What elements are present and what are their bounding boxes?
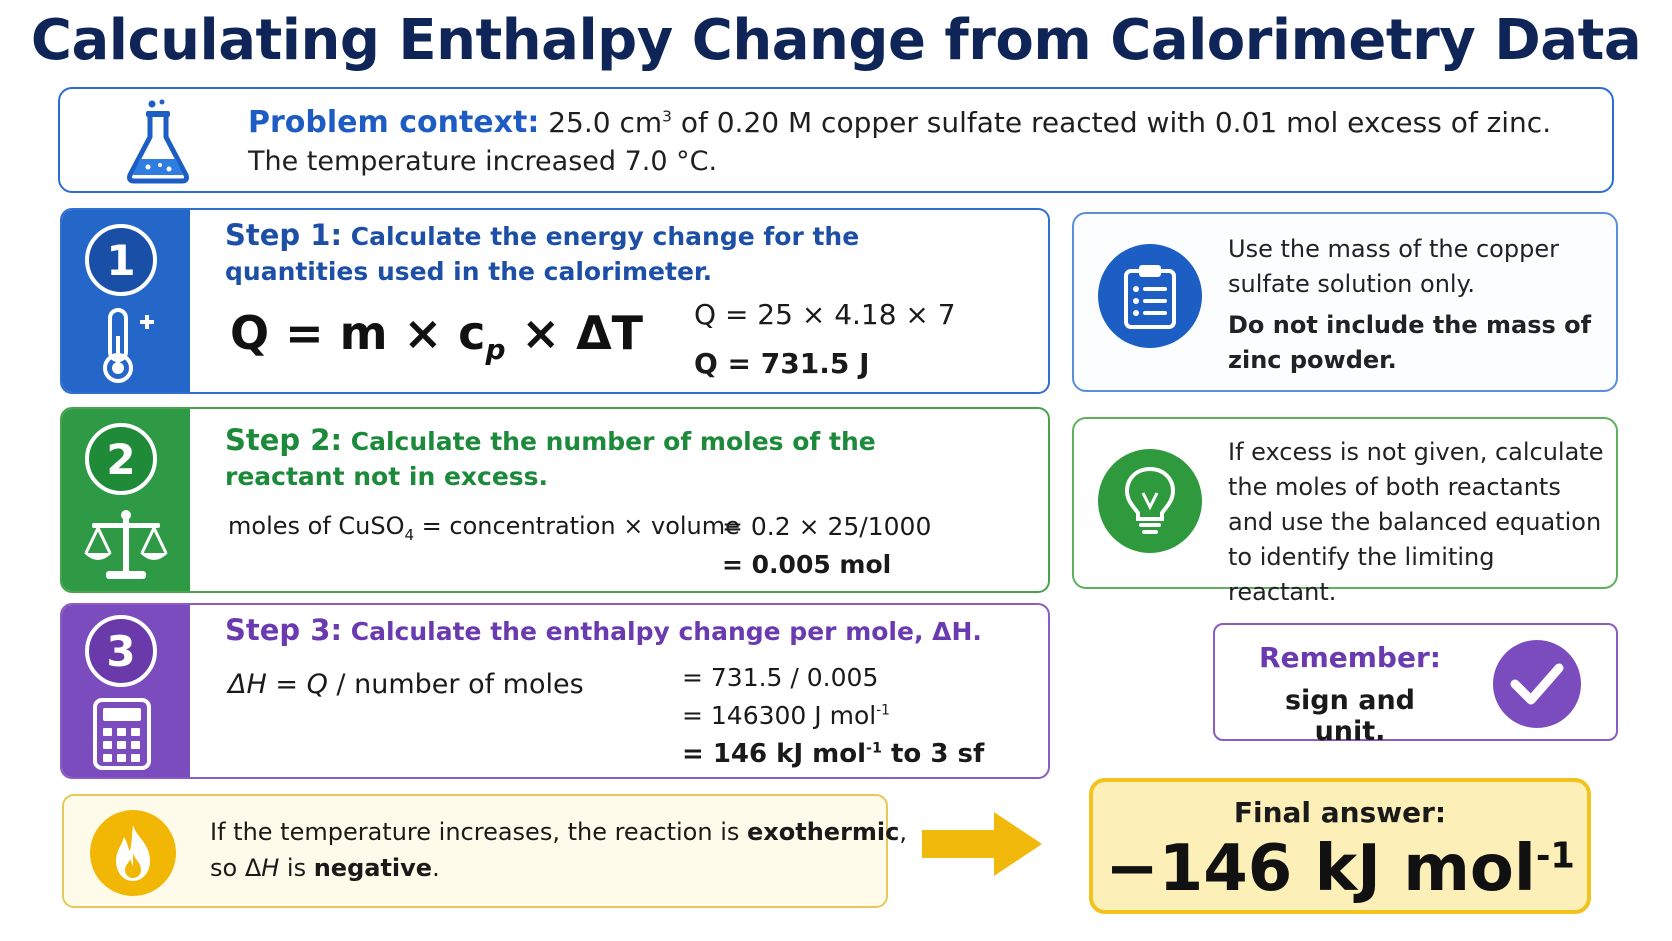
final-value-sup: -1	[1535, 835, 1575, 877]
formula-equals: =	[266, 669, 307, 700]
step-3-text: Calculate the enthalpy change per mole, …	[342, 617, 982, 646]
mass-note-text: Use the mass of the copper sulfate solut…	[1228, 232, 1608, 378]
step-2-number: 2	[85, 423, 157, 495]
step-2-text: Calculate the number of moles of the rea…	[225, 427, 876, 491]
step-1-calc-2: Q = 731.5 J	[694, 347, 870, 380]
step-2-calc-1: = 0.2 × 25/1000	[722, 512, 932, 541]
arrow-right-icon	[922, 812, 1042, 876]
remember-label: Remember:	[1259, 641, 1441, 674]
exo-period: .	[432, 854, 440, 882]
step-2-sidebar: 2	[62, 409, 190, 591]
exothermic-note: If the temperature increases, the reacti…	[62, 794, 907, 908]
problem-context-panel: Problem context: 25.0 cm3 of 0.20 M copp…	[58, 87, 1614, 193]
formula-subscript: p	[485, 333, 506, 367]
calc-2-sup: -1	[876, 702, 890, 719]
remember-text: sign and unit.	[1284, 685, 1416, 747]
step-1-text: Calculate the energy change for the quan…	[225, 222, 860, 286]
flask-icon	[127, 99, 189, 184]
exo-exothermic: exothermic	[747, 818, 900, 846]
step-2-card: 2 Step 2: Calculate the number of moles …	[60, 407, 1050, 593]
final-answer-box: Final answer: −146 kJ mol-1	[1089, 778, 1591, 914]
step-3-heading: Step 3: Calculate the enthalpy change pe…	[225, 613, 1025, 649]
final-value-text: −146 kJ mol	[1105, 832, 1536, 906]
exothermic-line-1: If the temperature increases, the reacti…	[210, 818, 907, 846]
moles-part-a: moles of CuSO	[228, 512, 405, 540]
step-2-calc-2: = 0.005 mol	[722, 550, 892, 579]
step-1-formula: Q = m × cp × ΔT	[230, 306, 643, 366]
context-line-1: Problem context: 25.0 cm3 of 0.20 M copp…	[248, 105, 1551, 140]
exo-text-a: If the temperature increases, the reacti…	[210, 818, 747, 846]
step-3-number: 3	[85, 615, 157, 687]
step-1-heading: Step 1: Calculate the energy change for …	[225, 218, 985, 289]
exo-comma: ,	[899, 818, 908, 846]
formula-q: Q	[306, 669, 328, 700]
step-1-number: 1	[85, 224, 157, 296]
limiting-reactant-tip-text: If excess is not given, calculate the mo…	[1228, 438, 1604, 606]
context-line-2: The temperature increased 7.0 °C.	[248, 146, 718, 177]
context-text-b: of 0.20 M copper sulfate reacted with 0.…	[671, 106, 1552, 139]
step-3-sidebar: 3	[62, 605, 190, 777]
moles-part-b: = concentration × volume	[414, 512, 740, 540]
context-sup: 3	[662, 107, 672, 126]
remember-card: Remember: sign and unit.	[1213, 623, 1618, 747]
limiting-reactant-tip-card: If excess is not given, calculate the mo…	[1072, 417, 1618, 606]
step-2-label: Step 2:	[225, 423, 343, 457]
exo-negative: negative	[313, 854, 433, 882]
step-3-calc-1: = 731.5 / 0.005	[682, 663, 879, 692]
step-2-moles-formula: moles of CuSO4 = concentration × volume	[228, 512, 740, 544]
formula-dh: ΔH	[228, 669, 267, 700]
step-1-label: Step 1:	[225, 218, 343, 252]
step-1-calc-1: Q = 25 × 4.18 × 7	[694, 298, 956, 331]
formula-part-a: Q = m × c	[230, 306, 486, 360]
step-3-label: Step 3:	[225, 613, 343, 647]
page-title: Calculating Enthalpy Change from Calorim…	[30, 8, 1642, 73]
context-label: Problem context:	[248, 105, 540, 140]
formula-part-b: × ΔT	[505, 306, 644, 360]
exo-h: H	[261, 854, 280, 882]
final-answer-label: Final answer:	[1233, 796, 1447, 829]
clipboard-icon	[1098, 244, 1202, 348]
flame-icon	[90, 810, 176, 896]
mass-note-line: Use the mass of the copper sulfate solut…	[1228, 235, 1559, 298]
calc-2-text: = 146300 J mol	[682, 701, 877, 730]
step-3-calc-3: = 146 kJ mol-1 to 3 sf	[682, 739, 984, 769]
step-3-card: 3 Step 3: Calculate the enthalpy change …	[60, 603, 1050, 779]
calc-3-sup: -1	[866, 740, 882, 757]
step-1-card: 1 Step 1: Calculate the energy change fo…	[60, 208, 1050, 394]
thermometer-icon	[103, 308, 154, 383]
calc-3-text-b: to 3 sf	[881, 739, 985, 769]
step-3-calc-2: = 146300 J mol-1	[682, 701, 890, 730]
final-answer-value: −146 kJ mol-1	[1093, 832, 1587, 906]
mass-note-card: Use the mass of the copper sulfate solut…	[1072, 212, 1618, 392]
step-1-sidebar: 1	[62, 210, 190, 392]
exo-so-delta: so Δ	[210, 854, 262, 882]
exothermic-line-2: so ΔH is negative.	[210, 854, 440, 882]
balance-scale-icon	[84, 510, 168, 579]
mass-note-bold: Do not include the mass of zinc powder.	[1228, 311, 1592, 374]
lightbulb-icon	[1098, 449, 1202, 553]
calc-3-text-a: = 146 kJ mol	[682, 739, 867, 769]
step-3-formula: ΔH = Q / number of moles	[228, 669, 584, 700]
moles-subscript: 4	[404, 525, 415, 544]
step-2-heading: Step 2: Calculate the number of moles of…	[225, 423, 985, 494]
context-text-a: 25.0 cm	[539, 106, 663, 139]
checkmark-icon	[1493, 640, 1581, 728]
calculator-icon	[93, 698, 151, 770]
exo-is: is	[279, 854, 314, 882]
formula-divisor: / number of moles	[327, 669, 584, 700]
